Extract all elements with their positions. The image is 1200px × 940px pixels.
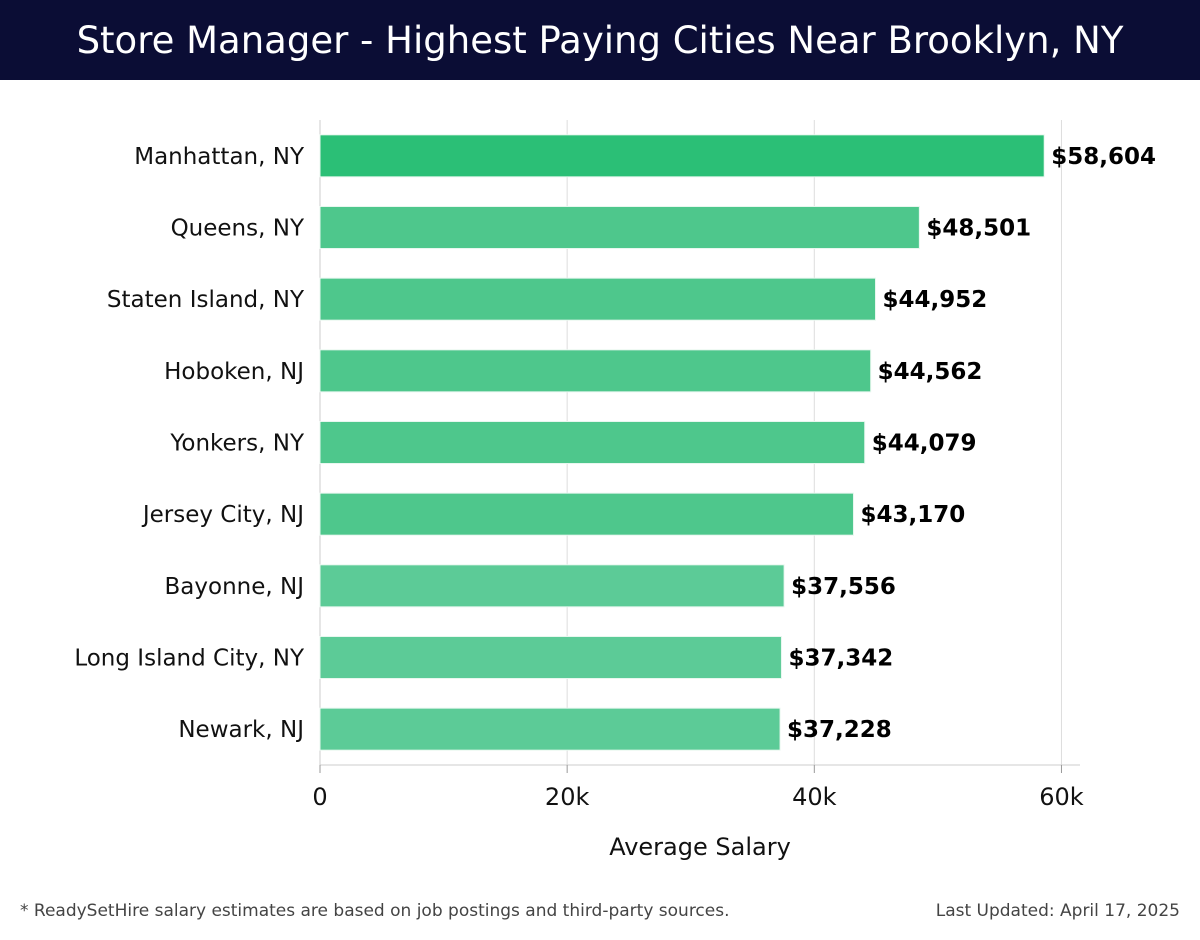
x-tick-label: 60k bbox=[1039, 783, 1084, 811]
x-axis-title: Average Salary bbox=[609, 833, 791, 861]
chart-title: Store Manager - Highest Paying Cities Ne… bbox=[76, 18, 1124, 62]
bar bbox=[319, 421, 866, 464]
category-label: Manhattan, NY bbox=[134, 144, 305, 170]
value-label: $37,228 bbox=[787, 717, 892, 743]
bar bbox=[319, 707, 781, 751]
bars bbox=[319, 134, 1045, 751]
chart-header: Store Manager - Highest Paying Cities Ne… bbox=[0, 0, 1200, 80]
category-label: Newark, NJ bbox=[178, 717, 304, 743]
bar bbox=[319, 564, 785, 608]
x-axis-ticks: 0 20k 40k 60k bbox=[312, 765, 1084, 811]
bar bbox=[319, 492, 854, 536]
value-label: $37,556 bbox=[791, 574, 896, 600]
category-label: Bayonne, NJ bbox=[165, 574, 304, 600]
x-tick-label: 40k bbox=[792, 783, 837, 811]
value-label: $44,562 bbox=[878, 359, 983, 385]
category-label: Staten Island, NY bbox=[107, 287, 305, 313]
bar bbox=[319, 134, 1045, 178]
value-label: $44,079 bbox=[872, 431, 977, 457]
category-labels: Manhattan, NY Queens, NY Staten Island, NY… bbox=[74, 144, 305, 743]
bar bbox=[319, 636, 782, 679]
category-label: Yonkers, NY bbox=[169, 431, 305, 457]
category-label: Queens, NY bbox=[171, 216, 305, 242]
x-tick-label: 0 bbox=[312, 783, 327, 811]
category-label: Hoboken, NJ bbox=[164, 359, 304, 385]
category-label: Jersey City, NJ bbox=[141, 502, 304, 528]
value-label: $37,342 bbox=[788, 646, 893, 672]
category-label: Long Island City, NY bbox=[74, 646, 305, 672]
bar bbox=[319, 349, 872, 393]
footer-note: * ReadySetHire salary estimates are base… bbox=[20, 901, 730, 921]
last-updated: Last Updated: April 17, 2025 bbox=[935, 901, 1180, 921]
salary-bar-chart: $58,604 $48,501 $44,952 $44,562 $44,079 $43,1… bbox=[74, 120, 1156, 861]
value-labels: $58,604 $48,501 $44,952 $44,562 $44,079 $43,1… bbox=[787, 144, 1156, 743]
bar bbox=[319, 277, 877, 321]
value-label: $58,604 bbox=[1051, 144, 1156, 170]
x-tick-label: 20k bbox=[545, 783, 590, 811]
bar bbox=[319, 206, 920, 249]
value-label: $43,170 bbox=[860, 502, 965, 528]
value-label: $44,952 bbox=[883, 287, 988, 313]
value-label: $48,501 bbox=[926, 216, 1031, 242]
